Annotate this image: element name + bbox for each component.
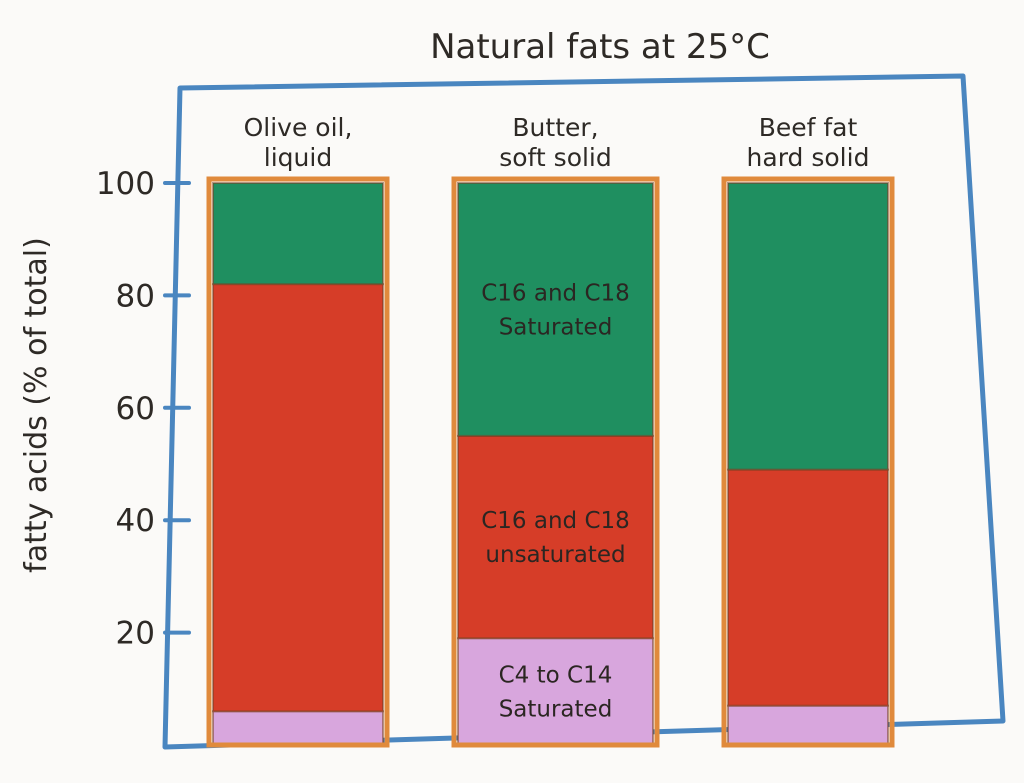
category-label: Olive oil, [244, 113, 353, 142]
category-label: soft solid [499, 143, 612, 172]
y-tick-label: 100 [96, 166, 155, 202]
y-axis-ticks: 20 40 60 80 100 [96, 166, 191, 652]
bar-outline [206, 176, 390, 748]
category-label: Butter, [512, 113, 598, 142]
bar-segment [457, 434, 654, 640]
bar-segment [727, 182, 889, 471]
bar-segment [457, 182, 654, 437]
segment-label: C16 and C18 [481, 280, 630, 306]
bar-outline [451, 176, 660, 748]
category-label: liquid [264, 143, 332, 172]
bar-outline [721, 176, 895, 748]
y-tick-label: 20 [116, 616, 155, 652]
y-axis-label: fatty acids (% of total) [19, 237, 54, 573]
segment-label: C16 and C18 [481, 508, 630, 534]
y-tick-label: 60 [116, 391, 155, 427]
bar-segment [727, 704, 889, 746]
segment-label: Saturated [499, 314, 613, 340]
bar-segment [457, 637, 654, 746]
bar-segment [727, 468, 889, 707]
bar-segment [212, 182, 384, 286]
chart-title: Natural fats at 25°C [430, 27, 770, 67]
bar-segment [212, 710, 384, 747]
segment-label: Saturated [499, 697, 613, 723]
segment-label: unsaturated [485, 542, 625, 568]
bar-segment [212, 283, 384, 713]
y-tick-label: 40 [116, 503, 155, 539]
segment-label: C4 to C14 [499, 663, 613, 689]
y-tick-label: 80 [116, 278, 155, 314]
segment-labels: C16 and C18 Saturated C16 and C18 unsaturat… [481, 280, 630, 722]
category-label: hard solid [747, 143, 870, 172]
bars [206, 176, 895, 748]
plot-frame [162, 73, 1006, 750]
category-label: Beef fat [759, 113, 858, 142]
category-labels: Olive oil,liquid Butter,soft solid Beef fa… [244, 113, 870, 172]
